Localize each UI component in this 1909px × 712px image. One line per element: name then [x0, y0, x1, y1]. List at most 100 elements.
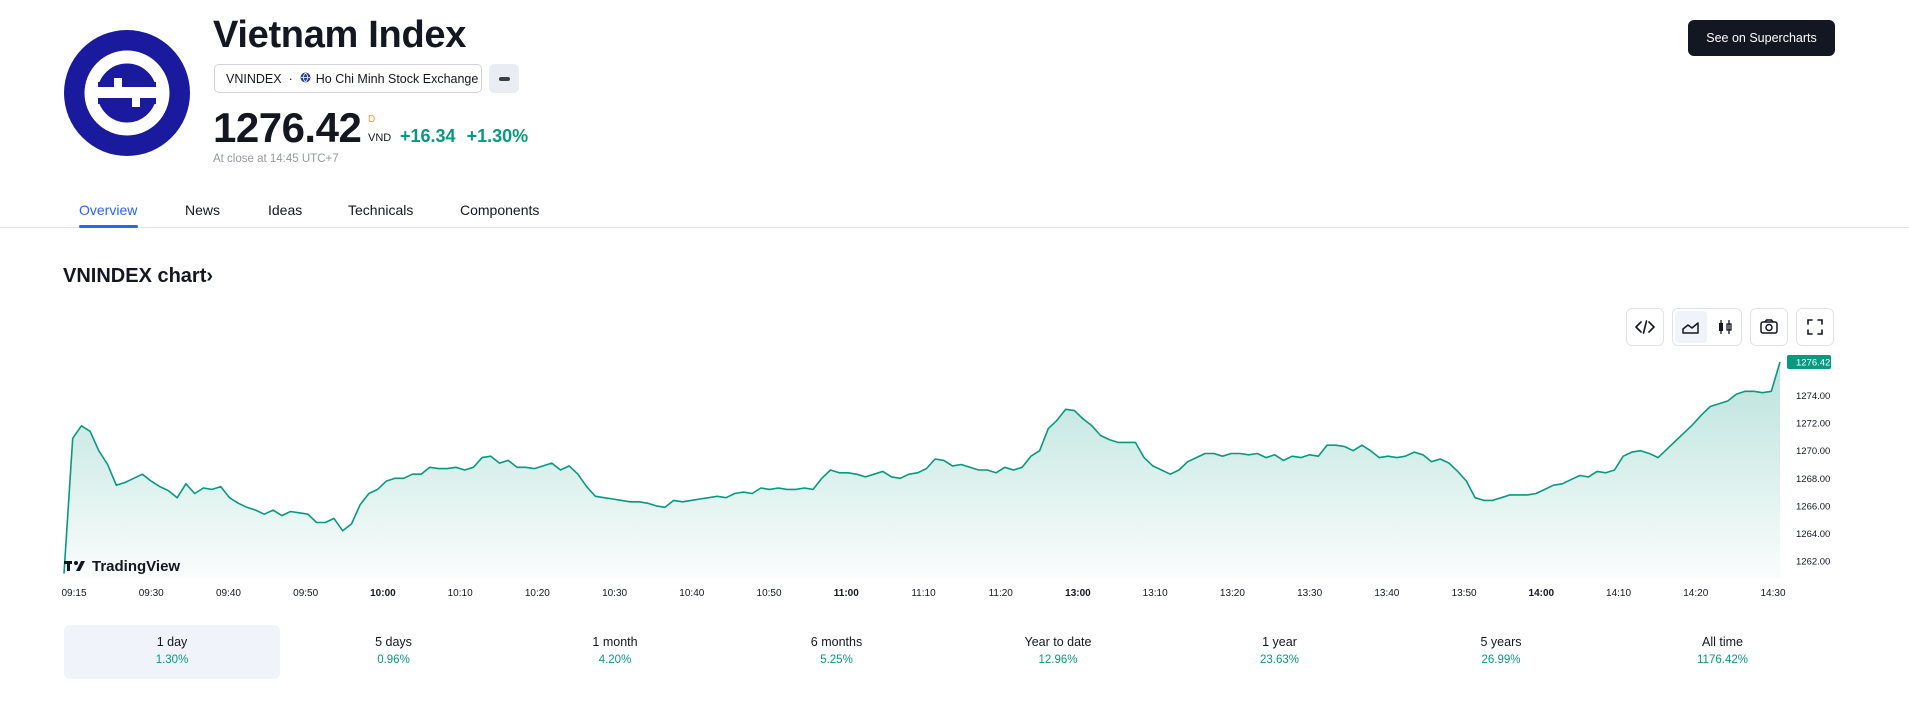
period-label: 6 months	[810, 635, 863, 649]
vnindex-logo-icon	[84, 50, 170, 136]
x-tick-label: 13:30	[1297, 588, 1322, 599]
see-on-supercharts-button[interactable]: See on Supercharts	[1688, 20, 1835, 56]
period-label: 1 year	[1262, 635, 1297, 649]
x-tick-label: 13:00	[1065, 588, 1091, 599]
period-change-value: 12.96%	[1038, 654, 1078, 666]
plot-area	[63, 361, 1781, 578]
period-label: 1 month	[592, 635, 638, 649]
period-button[interactable]: 1 month 4.20%	[507, 625, 723, 679]
period-change-value: 5.25%	[820, 654, 853, 666]
x-tick-label: 10:50	[757, 588, 782, 599]
tradingview-watermark: TradingView	[64, 558, 180, 575]
tradingview-logo-icon	[64, 561, 85, 571]
change-percent: +1.30%	[466, 126, 529, 146]
y-tick-label: 1266.00	[1796, 501, 1830, 512]
symbol-tag[interactable]: VNINDEX · Ho Chi Minh Stock Exchange	[214, 64, 482, 93]
last-value-badge	[1787, 355, 1831, 370]
x-tick-label: 09:30	[139, 588, 164, 599]
y-axis: 1262.00 1264.00 1266.00 1268.00 1270.00 1272.…	[1787, 355, 1831, 568]
candlestick-icon	[1719, 320, 1732, 334]
period-change-value: 1176.42%	[1697, 654, 1748, 666]
x-tick-label: 10:40	[679, 588, 704, 599]
x-tick-label: 10:30	[602, 588, 627, 599]
period-button[interactable]: 6 months 5.25%	[729, 625, 945, 679]
x-tick-label: 14:20	[1683, 588, 1708, 599]
embed-button[interactable]	[1626, 308, 1664, 346]
tab-overview[interactable]: Overview	[79, 202, 138, 218]
price-currency: VND	[368, 132, 392, 144]
x-tick-label: 13:10	[1143, 588, 1168, 599]
period-change-value: 0.96%	[377, 654, 410, 666]
period-change-value: 4.20%	[598, 654, 632, 666]
chart-style-group	[1672, 308, 1742, 346]
x-tick-label: 11:10	[911, 588, 936, 599]
index-logo	[64, 30, 190, 156]
x-tick-label: 09:50	[293, 588, 318, 599]
candles-style-button[interactable]	[1709, 311, 1741, 343]
camera-icon	[1760, 319, 1778, 334]
tab-ideas[interactable]: Ideas	[268, 202, 303, 218]
fullscreen-button[interactable]	[1796, 308, 1834, 346]
more-options-button[interactable]	[489, 64, 519, 93]
change-absolute: +16.34	[400, 126, 456, 146]
price-flag: D	[368, 114, 376, 125]
symbol-label: VNINDEX	[226, 71, 282, 86]
x-tick-label: 10:20	[525, 588, 550, 599]
y-tick-label: 1264.00	[1796, 529, 1830, 540]
x-tick-label: 13:50	[1452, 588, 1477, 599]
period-button[interactable]: All time 1176.42%	[1615, 625, 1831, 679]
price-chart[interactable]: 1262.00 1264.00 1266.00 1268.00 1270.00 1272.…	[0, 350, 1909, 610]
period-change-value: 23.63%	[1259, 654, 1299, 666]
tab-components[interactable]: Components	[460, 202, 540, 218]
period-button[interactable]: Year to date 12.96%	[950, 625, 1166, 679]
x-tick-label: 11:00	[834, 588, 859, 599]
tab-technicals[interactable]: Technicals	[348, 202, 414, 218]
separator-dot: ·	[288, 71, 293, 86]
area-chart-icon	[1682, 322, 1699, 334]
last-value-label: 1276.42	[1796, 358, 1830, 369]
page-title: Vietnam Index	[213, 14, 467, 56]
tab-news[interactable]: News	[185, 202, 221, 218]
period-label: 5 years	[1480, 635, 1522, 649]
x-tick-label: 11:20	[989, 588, 1014, 599]
active-tab-indicator	[79, 225, 138, 228]
minus-icon	[499, 77, 510, 81]
period-button[interactable]: 5 years 26.99%	[1393, 625, 1609, 679]
period-change-value: 26.99%	[1481, 654, 1521, 666]
period-label: All time	[1702, 635, 1743, 649]
series-line	[63, 361, 1781, 574]
x-tick-label: 13:40	[1374, 588, 1399, 599]
last-price: 1276.42	[213, 104, 362, 151]
series-area-fill	[64, 362, 1780, 578]
tab-bar: Overview News Ideas Technicals Component…	[0, 200, 1909, 228]
exchange-label: Ho Chi Minh Stock Exchange	[315, 71, 479, 86]
y-tick-label: 1268.00	[1796, 474, 1830, 485]
fullscreen-icon	[1807, 319, 1823, 335]
x-tick-label: 09:15	[61, 588, 86, 599]
tradingview-label: TradingView	[92, 558, 180, 575]
y-tick-label: 1262.00	[1796, 557, 1830, 568]
x-tick-label: 14:30	[1760, 588, 1785, 599]
period-button[interactable]: 1 year 23.63%	[1172, 625, 1388, 679]
x-tick-label: 13:20	[1220, 588, 1245, 599]
market-status: At close at 14:45 UTC+7	[213, 153, 339, 165]
code-icon	[1635, 320, 1655, 334]
snapshot-button[interactable]	[1750, 308, 1788, 346]
x-tick-label: 09:40	[216, 588, 241, 599]
x-tick-label: 10:10	[448, 588, 473, 599]
y-tick-label: 1270.00	[1796, 446, 1830, 457]
chart-heading-link[interactable]: VNINDEX chart›	[63, 265, 214, 287]
period-button[interactable]: 1 day 1.30%	[64, 625, 280, 679]
period-change-value: 1.30%	[155, 654, 189, 666]
x-tick-label: 14:10	[1606, 588, 1631, 599]
period-button[interactable]: 5 days 0.96%	[286, 625, 502, 679]
period-label: 1 day	[156, 635, 188, 649]
period-label: Year to date	[1024, 635, 1092, 649]
exchange-flag-icon	[300, 72, 311, 86]
x-axis: 09:15 09:30 09:40 09:50 10:00 10:10 10:20 10:30…	[61, 588, 1785, 599]
period-label: 5 days	[375, 635, 412, 649]
y-tick-label: 1272.00	[1796, 419, 1830, 430]
area-style-button[interactable]	[1675, 311, 1707, 343]
price-change: +16.34 +1.30%	[400, 126, 528, 147]
x-tick-label: 14:00	[1529, 588, 1555, 599]
